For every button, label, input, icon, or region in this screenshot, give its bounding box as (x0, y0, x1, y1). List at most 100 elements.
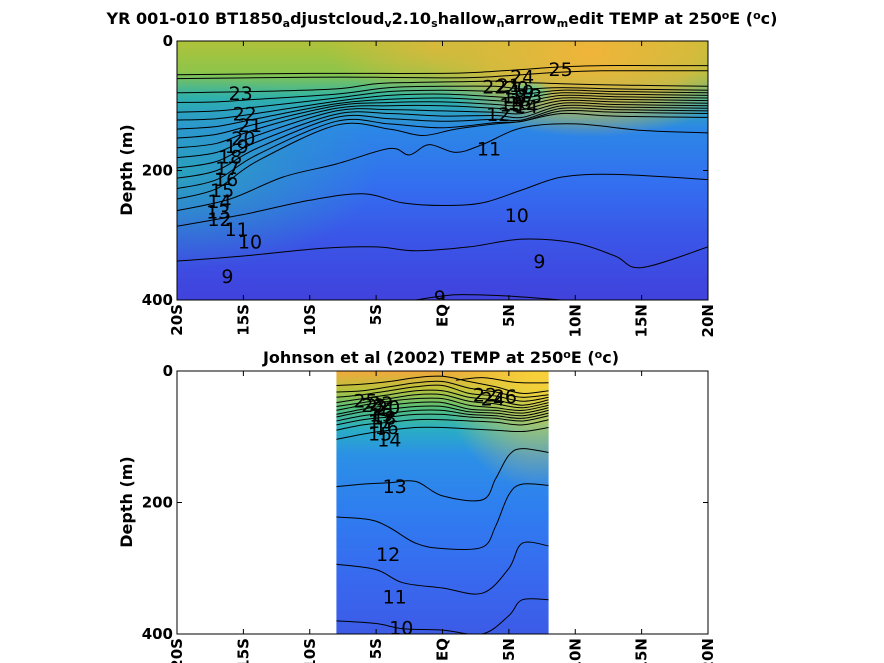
panel-model-temperature: YR 001-010 BT1850adjustcloudv2.10shallow… (106, 9, 778, 337)
contour-label: 15 (368, 424, 392, 446)
x-tick-label: 15S (234, 638, 252, 663)
title-part: djustcloud (290, 9, 384, 28)
contour-label: 13 (206, 201, 230, 223)
contour-line-24 (177, 70, 708, 80)
contour-line-12 (177, 112, 708, 200)
contour-label: 22 (473, 385, 497, 407)
contour-label: 10 (505, 205, 529, 227)
contour-label: 12 (376, 544, 400, 566)
title-part: o (563, 348, 571, 361)
title-part: a (283, 17, 290, 30)
contour-label: 14 (514, 96, 538, 118)
contour-label: 10 (389, 617, 413, 639)
y-axis-label: Depth (m) (117, 456, 136, 548)
contour-label: 9 (221, 266, 233, 288)
contour-line-11 (336, 541, 549, 595)
x-tick-label: EQ (434, 304, 452, 327)
contour-label: 9 (533, 251, 545, 273)
x-tick-label: 20N (699, 638, 717, 663)
x-tick-label: 10S (301, 638, 319, 663)
contour-line-23 (336, 384, 549, 402)
x-tick-label: 20N (699, 304, 717, 337)
contour-label: 15 (210, 180, 234, 202)
contour-label: 18 (502, 87, 526, 109)
contour-line-21 (336, 393, 549, 409)
contour-line-23 (177, 80, 708, 94)
title-part: c) (602, 348, 619, 367)
contour-line-13 (177, 109, 708, 190)
contour-line-20 (336, 397, 549, 411)
contour-label: 21 (497, 75, 521, 97)
contour-line-26 (455, 377, 549, 384)
x-tick-label: 20S (168, 638, 186, 663)
title-part: o (753, 9, 761, 22)
contour-label: 22 (233, 104, 257, 126)
contour-label: 23 (229, 83, 253, 105)
x-tick-label: 15N (633, 638, 651, 663)
axis-ticks: 20S 15S 10S 5S EQ 5N 10N 15N 20N 0 200 400 (142, 362, 717, 663)
x-tick-label: 5N (500, 638, 518, 661)
x-tick-label: 5N (500, 304, 518, 327)
contour-label: 11 (477, 139, 501, 161)
contour-lines (336, 375, 549, 634)
contour-label: 13 (518, 85, 542, 107)
contour-line-15 (336, 418, 549, 431)
title-part: n (497, 17, 505, 30)
x-tick-label: 5S (367, 304, 385, 325)
contour-label: 18 (218, 146, 242, 168)
contour-line-10 (336, 598, 549, 634)
contour-label: 22 (369, 393, 393, 415)
contour-label: 16 (507, 93, 531, 115)
contour-label: 19 (369, 404, 393, 426)
x-tick-label: 5S (367, 638, 385, 659)
contour-label: 21 (372, 399, 396, 421)
contour-label: 22 (482, 76, 506, 98)
contour-line-22 (177, 85, 708, 103)
contour-line-14 (177, 107, 708, 179)
contour-line-9 (415, 294, 563, 300)
title-part: E ( (729, 9, 753, 28)
contour-label: 19 (225, 136, 249, 158)
x-tick-label: EQ (434, 638, 452, 661)
contour-line-20 (177, 92, 708, 121)
contour-lines (177, 65, 708, 300)
title-part: edit TEMP at 250 (568, 9, 721, 28)
title-part: o (722, 9, 730, 22)
contour-label: 11 (225, 219, 249, 241)
contour-line-18 (177, 97, 708, 139)
contour-label: 12 (207, 209, 231, 231)
panel-observed-temperature: Johnson et al (2002) TEMP at 250oE (oc) … (117, 348, 717, 663)
heatmap-field: 2524232221201918171615141312111011121099… (177, 41, 708, 300)
y-tick-label: 400 (142, 291, 173, 309)
title-part: s (431, 17, 438, 30)
contour-line-16 (177, 102, 708, 159)
contour-label: 13 (383, 476, 407, 498)
contour-line-18 (336, 405, 549, 418)
contour-line-17 (177, 99, 708, 149)
y-tick-label: 0 (163, 362, 173, 380)
y-tick-label: 200 (142, 162, 173, 180)
title-part: c) (761, 9, 778, 28)
contour-line-17 (336, 409, 549, 422)
contour-line-9 (177, 238, 708, 269)
contour-line-21 (177, 89, 708, 113)
contour-line-16 (336, 413, 549, 426)
contour-line-10 (177, 173, 708, 227)
contour-label: 15 (499, 95, 523, 117)
front-fill (177, 41, 708, 300)
title-part: arrow (504, 9, 557, 28)
contour-label: 20 (505, 78, 529, 100)
panel-1-title: YR 001-010 BT1850adjustcloudv2.10shallow… (106, 9, 778, 30)
contour-label: 24 (510, 67, 534, 89)
x-tick-label: 20S (168, 304, 186, 336)
contour-line-11 (177, 123, 708, 212)
title-part: YR 001-010 BT1850 (106, 9, 283, 28)
y-tick-label: 200 (142, 494, 173, 512)
contour-line-13 (336, 448, 549, 502)
y-tick-label: 400 (142, 625, 173, 643)
contour-line-25 (336, 375, 549, 394)
contour-labels: 2524232221201918171615141312111011121099… (206, 59, 573, 300)
